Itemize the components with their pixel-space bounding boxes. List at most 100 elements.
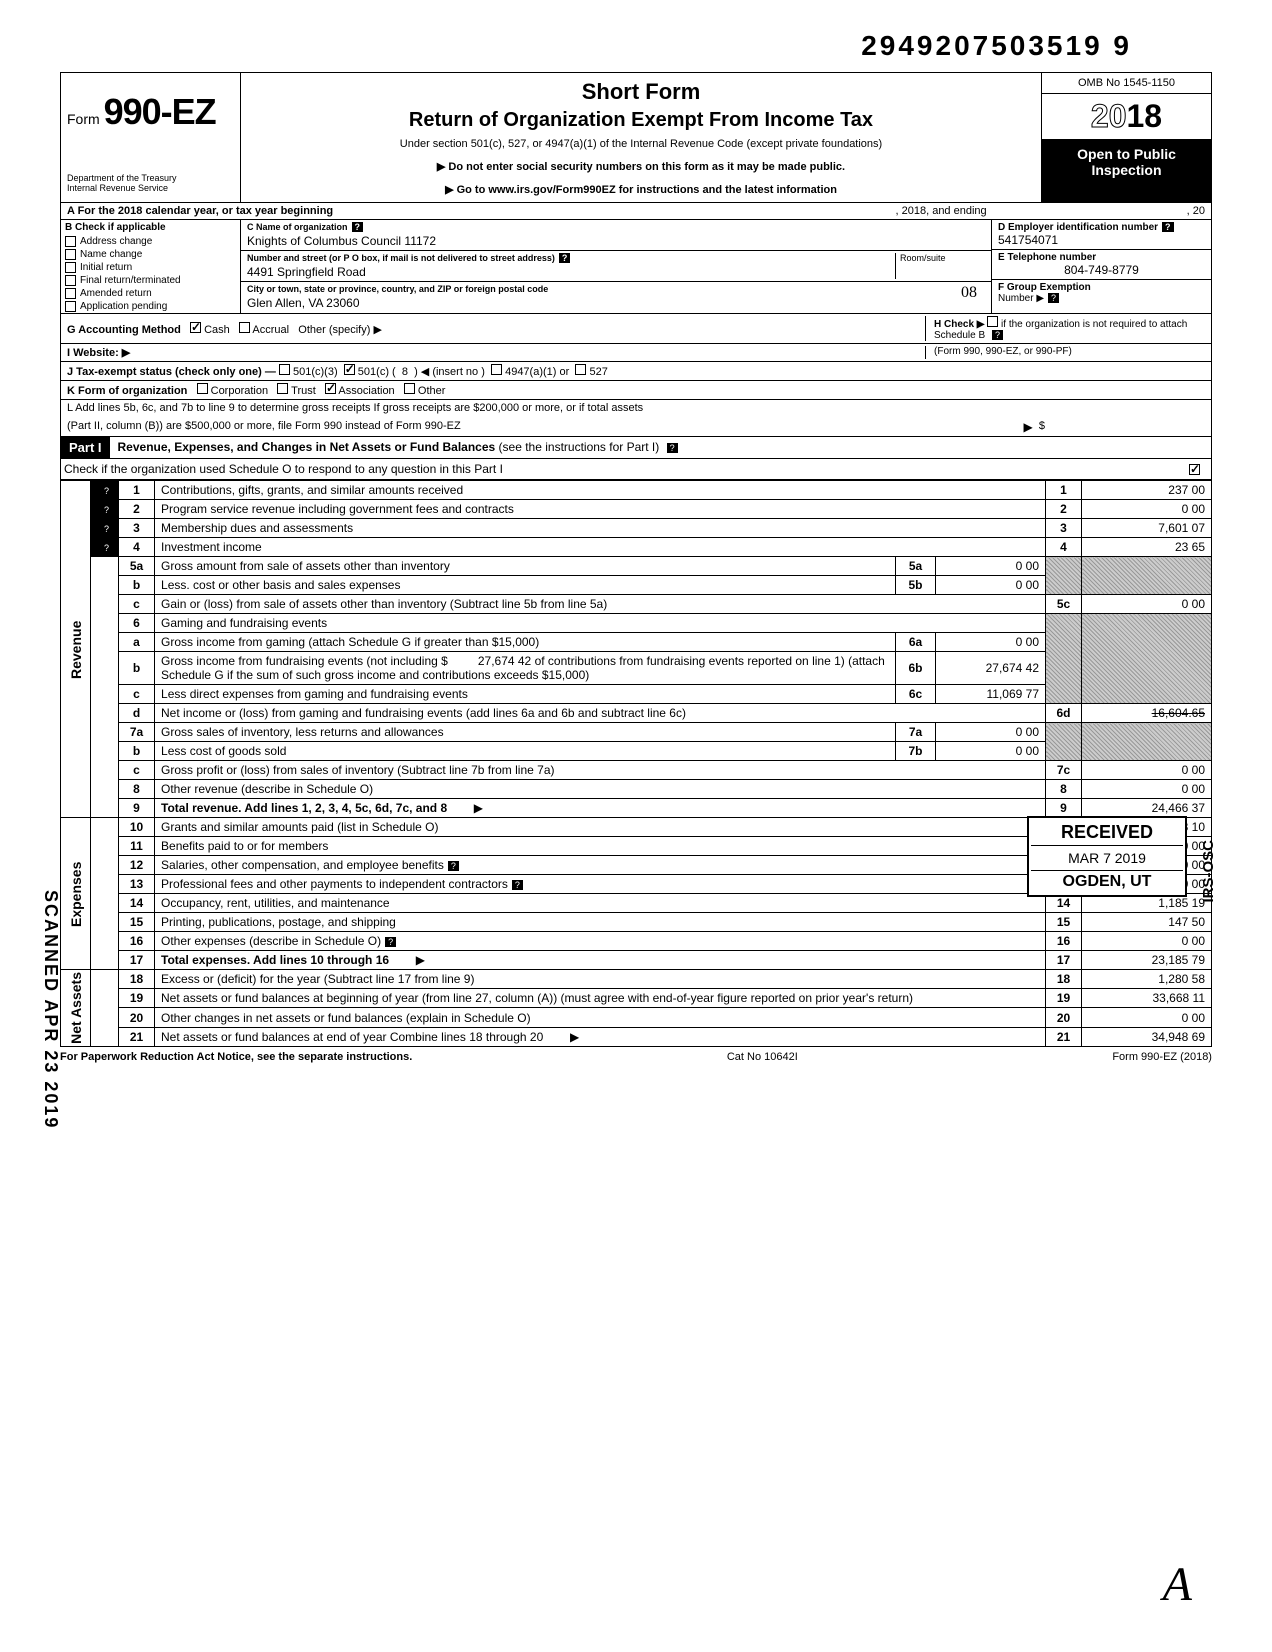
cb-accrual[interactable] — [239, 322, 250, 333]
omb-number: OMB No 1545-1150 — [1042, 73, 1211, 94]
line-19-val: 33,668 11 — [1082, 989, 1212, 1008]
footer-mid: Cat No 10642I — [727, 1051, 798, 1063]
help-icon: ? — [1162, 222, 1174, 232]
b-label: B Check if applicable — [61, 220, 240, 235]
footer-right: Form 990-EZ (2018) — [1112, 1051, 1212, 1063]
document-id: 2949207503519 9 — [60, 30, 1212, 62]
line-18-val: 1,280 58 — [1082, 970, 1212, 989]
line-3-desc: Membership dues and assessments — [155, 519, 1046, 538]
cb-501c[interactable] — [344, 364, 355, 375]
form-header: Form 990-EZ Department of the Treasury I… — [60, 72, 1212, 203]
line-8-val: 0 00 — [1082, 780, 1212, 799]
cb-initial-return[interactable] — [65, 262, 76, 273]
line-13-desc: Professional fees and other payments to … — [161, 877, 508, 891]
footer-left: For Paperwork Reduction Act Notice, see … — [60, 1051, 412, 1063]
line-7a-desc: Gross sales of inventory, less returns a… — [155, 723, 896, 742]
line-7a-val: 0 00 — [936, 723, 1046, 742]
section-expenses: Expenses — [61, 818, 91, 970]
cb-corp[interactable] — [197, 383, 208, 394]
help-icon: ? — [512, 880, 523, 890]
cb-h[interactable] — [987, 316, 998, 327]
help-icon: ? — [101, 505, 112, 515]
help-icon: ? — [1048, 293, 1059, 303]
cb-address-change[interactable] — [65, 236, 76, 247]
line-5a-desc: Gross amount from sale of assets other t… — [155, 557, 896, 576]
cb-application-pending[interactable] — [65, 301, 76, 312]
h-text2: (Form 990, 990-EZ, or 990-PF) — [925, 346, 1205, 359]
line-6d-val: 16,604.65 — [1082, 704, 1212, 723]
street-label: Number and street (or P O box, if mail i… — [247, 253, 555, 263]
k-label: K Form of organization — [67, 385, 187, 397]
line-6a-desc: Gross income from gaming (attach Schedul… — [155, 633, 896, 652]
i-label: I Website: ▶ — [67, 347, 130, 359]
section-net-assets: Net Assets — [61, 970, 91, 1047]
help-icon: ? — [448, 861, 459, 871]
line-7b-desc: Less cost of goods sold — [155, 742, 896, 761]
c-label: C Name of organization — [247, 222, 348, 232]
line-5b-val: 0 00 — [936, 576, 1046, 595]
cb-name-change[interactable] — [65, 249, 76, 260]
line-9-desc: Total revenue. Add lines 1, 2, 3, 4, 5c,… — [161, 801, 447, 815]
cb-501c3[interactable] — [279, 364, 290, 375]
lines-table: Revenue ? 1 Contributions, gifts, grants… — [60, 480, 1212, 1047]
org-city: Glen Allen, VA 23060 — [247, 296, 961, 310]
cb-part1-schedule-o[interactable] — [1189, 464, 1200, 475]
help-icon: ? — [559, 253, 571, 263]
cb-cash[interactable] — [190, 322, 201, 333]
line-17-desc: Total expenses. Add lines 10 through 16 — [161, 953, 389, 967]
hand-annotation: 08 — [961, 284, 985, 310]
title-main: Return of Organization Exempt From Incom… — [247, 109, 1035, 132]
line-6b-amt: 27,674 42 — [478, 654, 531, 668]
line-20-val: 0 00 — [1082, 1008, 1212, 1027]
cb-4947[interactable] — [491, 364, 502, 375]
part1-title-bold: Revenue, Expenses, and Changes in Net As… — [118, 440, 496, 454]
line-1-desc: Contributions, gifts, grants, and simila… — [155, 481, 1046, 500]
line-6-desc: Gaming and fundraising events — [155, 614, 1046, 633]
cb-527[interactable] — [575, 364, 586, 375]
line-15-val: 147 50 — [1082, 913, 1212, 932]
line-1-val: 237 00 — [1082, 481, 1212, 500]
l-text2: (Part II, column (B)) are $500,000 or mo… — [67, 420, 1024, 434]
part1-label: Part I — [61, 437, 110, 458]
title-short: Short Form — [247, 79, 1035, 105]
l-arrow: ▶ — [1024, 420, 1033, 434]
line-2-desc: Program service revenue including govern… — [155, 500, 1046, 519]
yearline-mid: , 2018, and ending — [896, 205, 987, 217]
org-name: Knights of Columbus Council 11172 — [247, 234, 985, 248]
line-6b-desc-pre: Gross income from fundraising events (no… — [161, 654, 448, 668]
section-revenue: Revenue — [61, 481, 91, 818]
e-label: E Telephone number — [998, 252, 1205, 263]
instr-2: ▶ Go to www.irs.gov/Form990EZ for instru… — [247, 183, 1035, 196]
line-6b-val: 27,674 42 — [936, 652, 1046, 685]
phone: 804-749-8779 — [998, 263, 1205, 277]
title-note: Under section 501(c), 527, or 4947(a)(1)… — [247, 138, 1035, 150]
scanned-stamp: SCANNED APR 23 2019 — [40, 890, 61, 1129]
line-7b-val: 0 00 — [936, 742, 1046, 761]
department-text: Department of the Treasury Internal Reve… — [67, 174, 234, 194]
line-3-val: 7,601 07 — [1082, 519, 1212, 538]
line-16-desc: Other expenses (describe in Schedule O) — [161, 934, 381, 948]
line-21-val: 34,948 69 — [1082, 1027, 1212, 1046]
line-8-desc: Other revenue (describe in Schedule O) — [155, 780, 1046, 799]
line-7c-val: 0 00 — [1082, 761, 1212, 780]
room-suite-label: Room/suite — [895, 253, 985, 279]
cb-other[interactable] — [404, 383, 415, 394]
cb-final-return[interactable] — [65, 275, 76, 286]
form-number: 990-EZ — [104, 91, 216, 132]
line-5c-desc: Gain or (loss) from sale of assets other… — [155, 595, 1046, 614]
l-text: L Add lines 5b, 6c, and 7b to line 9 to … — [67, 402, 1205, 414]
line-16-val: 0 00 — [1082, 932, 1212, 951]
ein: 541754071 — [998, 233, 1205, 247]
cb-amended-return[interactable] — [65, 288, 76, 299]
line-19-desc: Net assets or fund balances at beginning… — [155, 989, 1046, 1008]
help-icon: ? — [667, 443, 678, 453]
cb-assoc[interactable] — [325, 383, 336, 394]
h-label: H Check ▶ — [934, 319, 984, 330]
line-7c-desc: Gross profit or (loss) from sales of inv… — [155, 761, 1046, 780]
cb-trust[interactable] — [277, 383, 288, 394]
form-label: Form — [67, 111, 100, 127]
part1-check-text: Check if the organization used Schedule … — [64, 462, 503, 476]
line-11-desc: Benefits paid to or for members — [155, 837, 1046, 856]
help-icon: ? — [385, 937, 396, 947]
initial-mark: A — [1163, 1557, 1192, 1612]
